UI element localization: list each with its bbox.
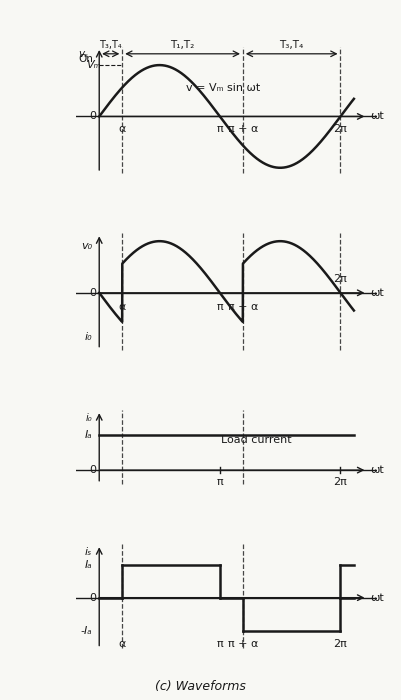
- Text: On: On: [78, 54, 93, 64]
- Text: Vₘ: Vₘ: [86, 60, 100, 70]
- Text: 2π: 2π: [334, 274, 347, 284]
- Text: i₀: i₀: [86, 414, 92, 424]
- Text: π: π: [217, 302, 223, 312]
- Text: π: π: [217, 639, 223, 650]
- Text: 2π: 2π: [334, 124, 347, 134]
- Text: 0: 0: [89, 111, 96, 121]
- Text: π + α: π + α: [228, 302, 258, 312]
- Text: α: α: [119, 302, 126, 312]
- Text: T₃,T₄: T₃,T₄: [99, 40, 122, 50]
- Text: T₁,T₂: T₁,T₂: [170, 40, 195, 50]
- Text: 0: 0: [89, 465, 96, 475]
- Text: (c) Waveforms: (c) Waveforms: [155, 680, 246, 693]
- Text: 2π: 2π: [334, 639, 347, 650]
- Text: -Iₐ: -Iₐ: [81, 626, 92, 636]
- Text: T₃,T₄: T₃,T₄: [279, 40, 304, 50]
- Text: 2π: 2π: [334, 477, 347, 486]
- Text: Iₐ: Iₐ: [85, 559, 92, 570]
- Text: iₛ: iₛ: [85, 547, 92, 557]
- Text: Load current: Load current: [221, 435, 292, 445]
- Text: π: π: [217, 124, 223, 134]
- Text: v = Vₘ sin ωt: v = Vₘ sin ωt: [186, 83, 260, 93]
- Text: Iₐ: Iₐ: [85, 430, 92, 440]
- Text: π: π: [217, 477, 223, 486]
- Text: 0: 0: [89, 593, 96, 603]
- Text: i₀: i₀: [85, 332, 92, 342]
- Text: π + α: π + α: [228, 639, 258, 650]
- Text: ωt: ωt: [371, 111, 384, 121]
- Text: α: α: [119, 639, 126, 650]
- Text: α: α: [119, 124, 126, 134]
- Text: 0: 0: [89, 288, 96, 298]
- Text: π + α: π + α: [228, 124, 258, 134]
- Text: v₀: v₀: [81, 241, 92, 251]
- Text: ωt: ωt: [371, 288, 384, 298]
- Text: ωt: ωt: [371, 593, 384, 603]
- Text: vₛ: vₛ: [78, 49, 88, 59]
- Text: ωt: ωt: [371, 465, 384, 475]
